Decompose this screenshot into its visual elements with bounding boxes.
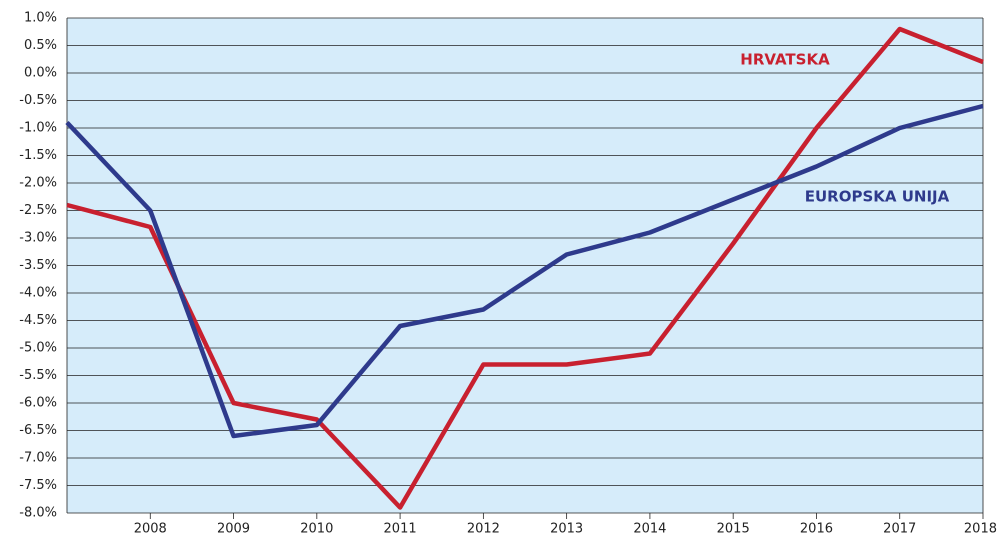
y-tick-label: -6.0% — [19, 396, 57, 411]
y-tick-label: -7.5% — [19, 478, 57, 493]
line-series — [65, 103, 984, 439]
y-tick-label: -2.5% — [19, 203, 57, 218]
x-tick-label: 2014 — [633, 522, 666, 537]
y-tick-label: -4.0% — [19, 286, 57, 301]
x-tick-label: 2008 — [134, 522, 167, 537]
y-tick-label: -6.5% — [19, 423, 57, 438]
x-tick-label: 2016 — [800, 522, 833, 537]
line-series — [66, 26, 984, 510]
y-tick-label: -2.0% — [19, 176, 57, 191]
y-tick-label: -1.0% — [19, 121, 57, 136]
x-tick-label: 2013 — [550, 522, 583, 537]
y-tick-label: -3.5% — [19, 258, 57, 273]
y-tick-label: -5.5% — [19, 368, 57, 383]
x-tick-label: 2015 — [717, 522, 750, 537]
y-tick-label: 0.0% — [24, 66, 57, 81]
y-tick-label: 1.0% — [24, 11, 57, 26]
x-tick-label: 2017 — [883, 522, 916, 537]
x-tick-label: 2011 — [384, 522, 417, 537]
x-tick-label: 2012 — [467, 522, 500, 537]
x-tick-label: 2018 — [964, 522, 997, 537]
y-tick-label: -4.5% — [19, 313, 57, 328]
y-tick-label: -3.0% — [19, 231, 57, 246]
y-tick-label: -0.5% — [19, 93, 57, 108]
y-tick-label: 0.5% — [24, 38, 57, 53]
x-tick-label: 2009 — [217, 522, 250, 537]
y-tick-label: -8.0% — [19, 506, 57, 521]
y-tick-label: -5.0% — [19, 341, 57, 356]
y-tick-label: -1.5% — [19, 148, 57, 163]
series-label: EUROPSKA UNIJA — [805, 188, 950, 206]
series-label: HRVATSKA — [740, 51, 830, 69]
y-tick-label: -7.0% — [19, 451, 57, 466]
x-tick-label: 2010 — [300, 522, 333, 537]
